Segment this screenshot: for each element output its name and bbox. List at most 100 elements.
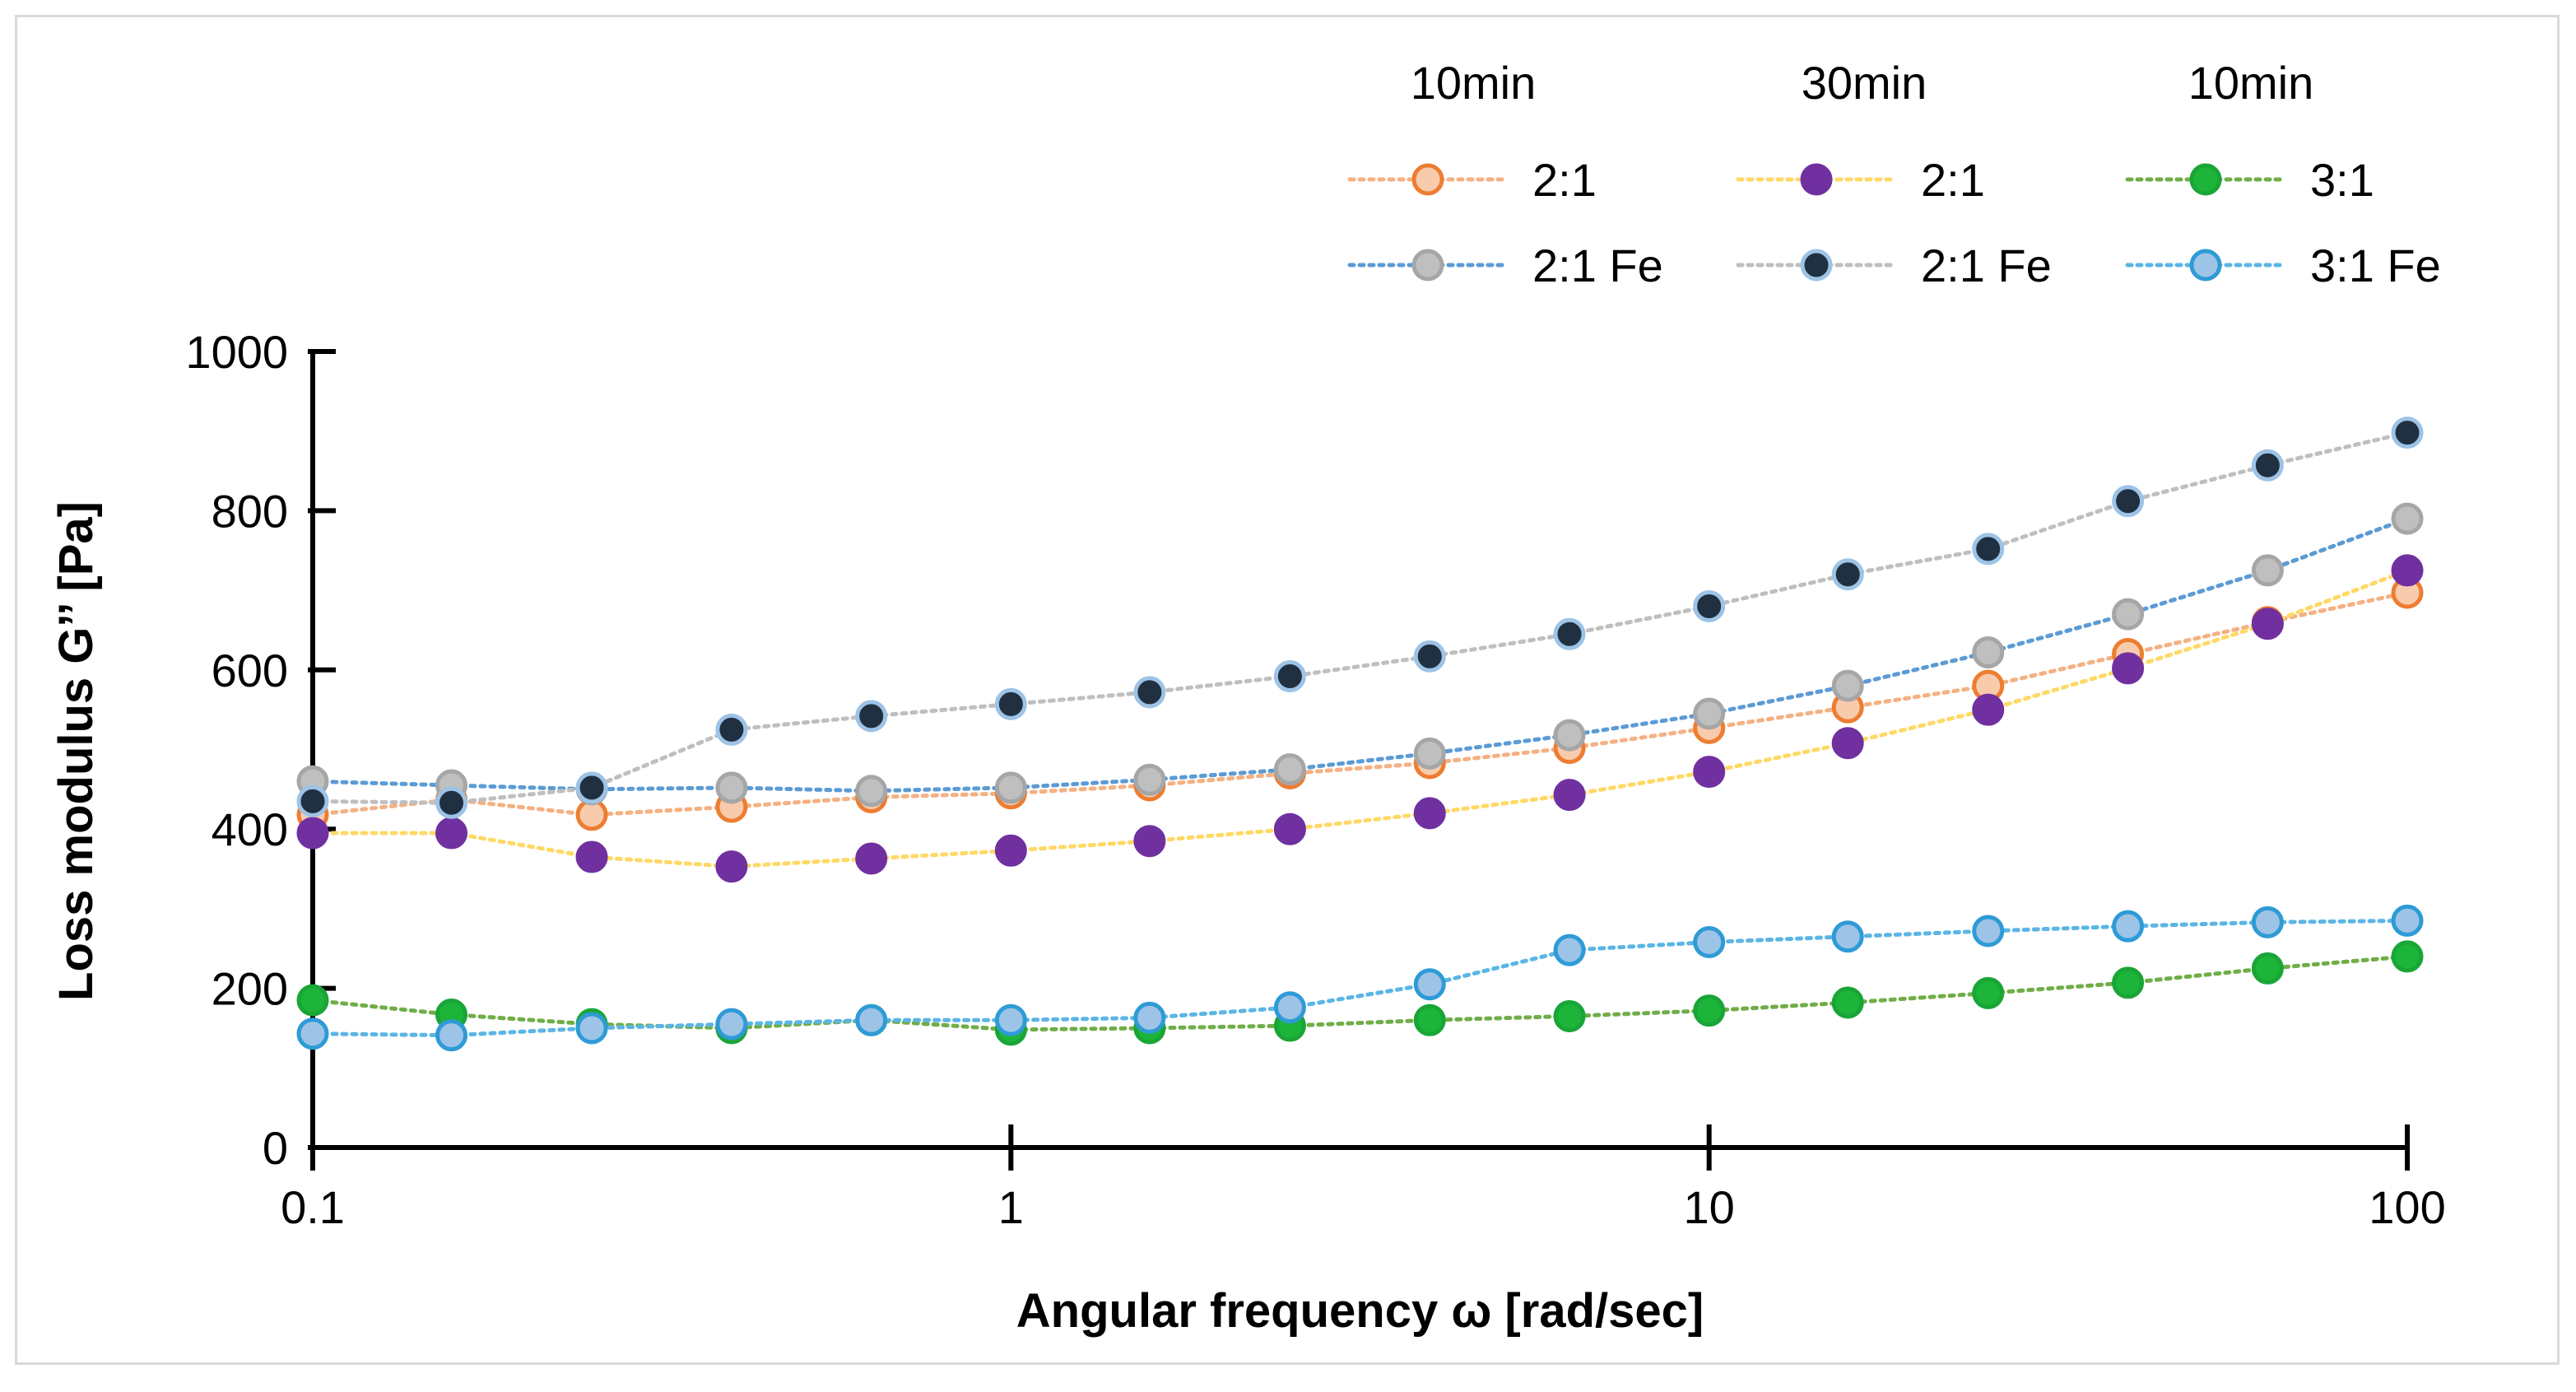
y-tick-label: 400 bbox=[212, 803, 288, 855]
x-tick-label: 100 bbox=[2369, 1181, 2445, 1233]
data-point bbox=[1553, 719, 1586, 752]
data-point bbox=[1133, 1001, 1166, 1034]
data-point bbox=[296, 784, 329, 817]
legend-marker bbox=[1411, 249, 1444, 282]
data-point bbox=[1693, 994, 1726, 1027]
legend-marker bbox=[1411, 163, 1444, 196]
data-point bbox=[1831, 669, 1864, 702]
series-line bbox=[310, 590, 2410, 817]
legend-layer: 10min 30min 10min 2:1 2:1 Fe 2:1 2:1 Fe 3:1 3:1 … bbox=[1347, 57, 2441, 291]
x-tick-label: 0.1 bbox=[281, 1181, 345, 1233]
data-point bbox=[575, 771, 608, 804]
data-point bbox=[1133, 676, 1166, 709]
series-line bbox=[310, 918, 2410, 1038]
data-point bbox=[994, 687, 1027, 720]
data-point bbox=[2251, 905, 2284, 938]
data-point bbox=[1972, 693, 2005, 726]
data-point bbox=[2391, 554, 2424, 587]
data-point bbox=[435, 817, 468, 850]
legend-marker bbox=[1800, 249, 1833, 282]
data-point bbox=[855, 700, 888, 733]
data-point bbox=[1693, 697, 1726, 730]
data-point bbox=[1972, 533, 2005, 566]
x-axis-title: Angular frequency ω [rad/sec] bbox=[1016, 1284, 1704, 1338]
y-tick-label: 200 bbox=[212, 963, 288, 1015]
data-point bbox=[1273, 812, 1306, 845]
data-point bbox=[2112, 652, 2145, 685]
series-3 bbox=[296, 417, 2424, 819]
data-point bbox=[715, 713, 748, 746]
data-point bbox=[715, 771, 748, 804]
data-point bbox=[435, 786, 468, 819]
data-point bbox=[575, 1012, 608, 1045]
data-point bbox=[2112, 598, 2145, 631]
legend-label: 3:1 Fe bbox=[2310, 240, 2441, 291]
data-point bbox=[1831, 727, 1864, 760]
data-point bbox=[855, 775, 888, 808]
series-layer bbox=[296, 417, 2424, 1052]
data-point bbox=[1972, 915, 2005, 947]
series-line bbox=[310, 568, 2410, 869]
data-point bbox=[1413, 737, 1446, 770]
y-tick-label: 1000 bbox=[185, 326, 288, 378]
y-tick-label: 600 bbox=[212, 645, 288, 696]
data-point bbox=[1553, 999, 1586, 1032]
data-point bbox=[994, 834, 1027, 867]
y-axis-title: Loss modulus G’’ [Pa] bbox=[49, 501, 103, 1001]
data-point bbox=[1413, 797, 1446, 830]
data-point bbox=[1553, 933, 1586, 966]
data-point bbox=[855, 842, 888, 875]
data-point bbox=[1831, 920, 1864, 953]
series-line bbox=[310, 954, 2410, 1032]
legend-marker bbox=[2189, 163, 2222, 196]
legend-group-header: 10min bbox=[2188, 57, 2314, 109]
data-point bbox=[1831, 986, 1864, 1019]
legend-label: 2:1 bbox=[1921, 154, 1985, 206]
data-point bbox=[2251, 449, 2284, 482]
x-tick-label: 1 bbox=[998, 1181, 1024, 1233]
legend-marker bbox=[2189, 249, 2222, 282]
legend-label: 2:1 Fe bbox=[1532, 240, 1663, 291]
data-point bbox=[1273, 991, 1306, 1024]
data-point bbox=[2112, 485, 2145, 518]
y-tick-label: 800 bbox=[212, 485, 288, 537]
data-point bbox=[296, 1017, 329, 1050]
x-tick-label: 10 bbox=[1684, 1181, 1735, 1233]
data-point bbox=[2391, 502, 2424, 535]
data-point bbox=[2251, 554, 2284, 587]
series-1 bbox=[296, 502, 2424, 808]
data-point bbox=[1693, 756, 1726, 789]
data-point bbox=[2391, 904, 2424, 937]
data-point bbox=[715, 850, 748, 883]
legend-group-header: 10min bbox=[1411, 57, 1537, 109]
series-5 bbox=[296, 904, 2424, 1052]
data-point bbox=[1553, 779, 1586, 812]
data-point bbox=[1133, 825, 1166, 858]
data-point bbox=[855, 1003, 888, 1036]
data-point bbox=[296, 984, 329, 1017]
legend-marker bbox=[1800, 163, 1833, 196]
legend-label: 3:1 bbox=[2310, 154, 2374, 206]
data-point bbox=[1693, 589, 1726, 622]
data-point bbox=[1273, 660, 1306, 693]
data-point bbox=[2251, 608, 2284, 640]
data-point bbox=[1831, 558, 1864, 591]
data-point bbox=[1972, 976, 2005, 1009]
axes-layer: 0 200 400 600 800 1000 0.1 1 10 100 bbox=[185, 326, 2445, 1233]
legend-label: 2:1 bbox=[1532, 154, 1597, 206]
data-point bbox=[1553, 617, 1586, 650]
data-point bbox=[2391, 417, 2424, 449]
data-point bbox=[2251, 952, 2284, 985]
data-point bbox=[1133, 763, 1166, 796]
series-line bbox=[310, 516, 2410, 794]
legend-group-header: 30min bbox=[1802, 57, 1927, 109]
series-0 bbox=[296, 576, 2424, 831]
data-point bbox=[2391, 940, 2424, 973]
data-point bbox=[715, 1008, 748, 1041]
y-tick-label: 0 bbox=[263, 1122, 288, 1174]
data-point bbox=[575, 840, 608, 873]
series-2 bbox=[296, 554, 2424, 883]
data-point bbox=[994, 1003, 1027, 1036]
series-line bbox=[310, 431, 2410, 805]
